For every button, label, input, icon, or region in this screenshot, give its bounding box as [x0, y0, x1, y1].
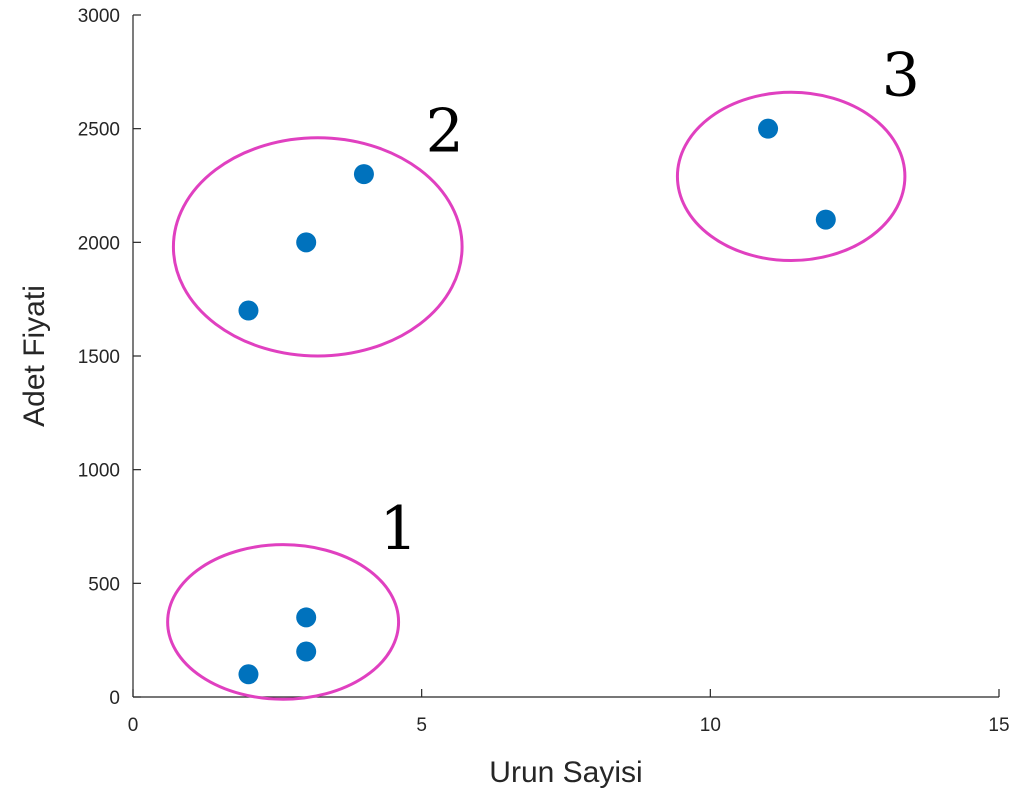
y-tick-label: 2500: [78, 120, 120, 141]
y-tick-label: 3000: [78, 6, 120, 27]
data-point: [296, 641, 317, 662]
data-point: [238, 300, 259, 321]
data-point: [815, 209, 836, 230]
y-tick-label: 1500: [78, 347, 120, 368]
data-point: [353, 164, 374, 185]
cluster-ellipse-1: [166, 543, 401, 701]
x-tick-label: 10: [700, 715, 721, 736]
cluster-label-3: 3: [882, 41, 920, 111]
x-tick-label: 5: [416, 715, 427, 736]
cluster-ellipse-2: [171, 136, 464, 358]
cluster-ellipses: [166, 90, 907, 701]
data-points: [238, 118, 836, 685]
x-axis-title: Urun Sayisi: [489, 756, 642, 789]
cluster-label-1: 1: [379, 494, 417, 564]
x-tick-label: 0: [128, 715, 139, 736]
x-tick-label: 15: [988, 715, 1009, 736]
data-point: [758, 118, 779, 139]
cluster-labels: 1 2 3: [379, 41, 919, 565]
y-tick-label: 1000: [78, 461, 120, 482]
axes: 0 5 10 15 0 500 1000 1500 2000 2500 3000: [78, 6, 1010, 736]
data-point: [296, 607, 317, 628]
cluster-ellipse-3: [675, 90, 907, 263]
data-point: [296, 232, 317, 253]
cluster-label-2: 2: [426, 96, 464, 166]
y-axis-title: Adet Fiyati: [18, 285, 51, 427]
y-tick-label: 2000: [78, 233, 120, 254]
y-tick-label: 500: [88, 574, 120, 595]
data-point: [238, 664, 259, 685]
y-tick-label: 0: [109, 688, 120, 709]
